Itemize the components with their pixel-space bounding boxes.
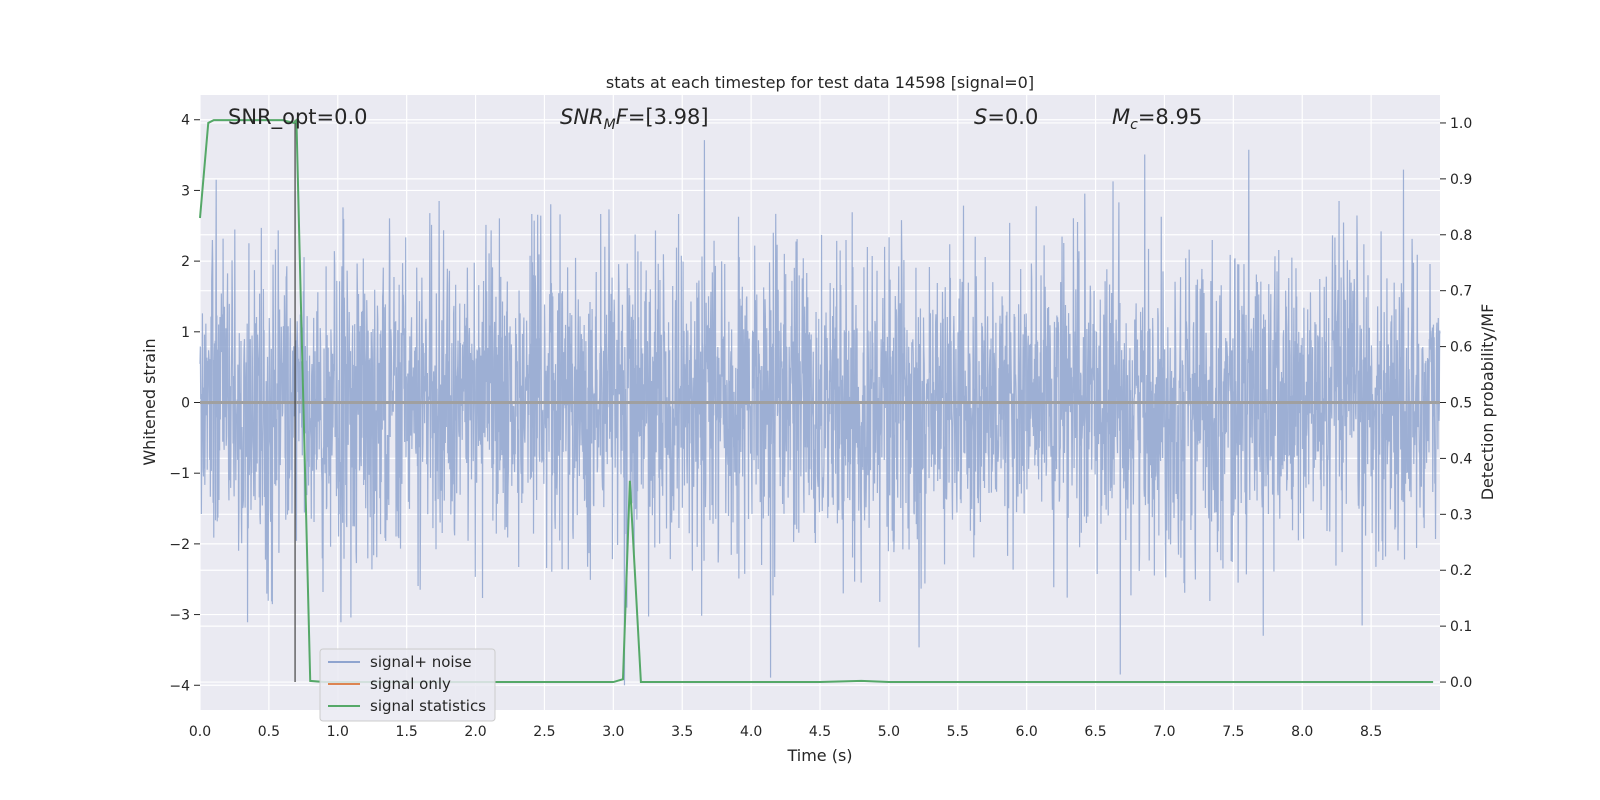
- legend: signal+ noise signal only signal statist…: [319, 648, 496, 722]
- x-tick-label: 3.5: [671, 724, 693, 740]
- y-tick-label: −2: [169, 537, 190, 553]
- y2-tick-label: 0.4: [1450, 451, 1472, 467]
- y-axis-title: Whitened strain: [140, 338, 159, 465]
- x-tick-label: 0.5: [258, 724, 280, 740]
- y2-tick-label: 0.1: [1450, 619, 1472, 635]
- signal-noise-series: [199, 140, 1441, 686]
- y-tick-label: 4: [181, 113, 190, 129]
- y2-tick-label: 0.9: [1450, 172, 1472, 188]
- x-tick-label: 5.0: [878, 724, 900, 740]
- x-tick-label: 5.5: [947, 724, 969, 740]
- y2-tick-label: 0.0: [1450, 675, 1472, 691]
- x-axis-title: Time (s): [786, 746, 852, 765]
- legend-label-signal-statistics: signal statistics: [370, 697, 486, 715]
- y2-tick-label: 0.3: [1450, 507, 1472, 523]
- y2-axis-title: Detection probability/MF: [1478, 304, 1497, 501]
- legend-label-signal-only: signal only: [370, 675, 451, 693]
- x-tick-label: 3.0: [602, 724, 624, 740]
- y2-tick-label: 0.2: [1450, 563, 1472, 579]
- y2-axis-ticks: 1.0 0.9 0.8 0.7 0.6 0.5 0.4 0.3 0.2 0.1 0.0: [1440, 116, 1472, 691]
- legend-box: [319, 648, 496, 722]
- y-tick-label: 3: [181, 183, 190, 199]
- y2-tick-label: 0.8: [1450, 228, 1472, 244]
- annotation-snr-mf: SNRMF=[3.98]: [560, 105, 709, 133]
- x-tick-label: 0.0: [189, 724, 211, 740]
- x-tick-label: 2.5: [533, 724, 555, 740]
- x-axis-ticks: 0.0 0.5 1.0 1.5 2.0 2.5 3.0 3.5 4.0 4.5 5.0 5.5 6.0 6…: [189, 724, 1382, 740]
- x-tick-label: 1.5: [396, 724, 418, 740]
- y-tick-label: −3: [169, 608, 190, 624]
- annotation-mc: Mc=8.95: [1112, 105, 1202, 133]
- signal-noise-line: [199, 140, 1441, 686]
- x-tick-label: 8.5: [1360, 724, 1382, 740]
- x-tick-label: 6.0: [1016, 724, 1038, 740]
- annotation-s: S=0.0: [974, 105, 1038, 129]
- y2-tick-label: 0.6: [1450, 340, 1472, 356]
- x-tick-label: 6.5: [1084, 724, 1106, 740]
- x-tick-label: 1.0: [327, 724, 349, 740]
- y-tick-label: 0: [181, 396, 190, 412]
- y-tick-label: −1: [169, 466, 190, 482]
- y-tick-label: −4: [169, 678, 190, 694]
- x-tick-label: 8.0: [1291, 724, 1313, 740]
- x-tick-label: 2.0: [464, 724, 486, 740]
- chart-title: stats at each timestep for test data 145…: [606, 73, 1034, 92]
- x-tick-label: 7.5: [1222, 724, 1244, 740]
- y2-tick-label: 0.5: [1450, 396, 1472, 412]
- y-axis-ticks: 4 3 2 1 0 −1 −2 −3 −4: [169, 113, 200, 694]
- legend-label-signal-noise: signal+ noise: [370, 653, 472, 671]
- x-tick-label: 4.0: [740, 724, 762, 740]
- annotation-snr-opt: SNR_opt=0.0: [228, 105, 368, 130]
- y2-tick-label: 0.7: [1450, 284, 1472, 300]
- x-tick-label: 4.5: [809, 724, 831, 740]
- y-tick-label: 1: [181, 325, 190, 341]
- x-tick-label: 7.0: [1153, 724, 1175, 740]
- y-tick-label: 2: [181, 254, 190, 270]
- y2-tick-label: 1.0: [1450, 116, 1472, 132]
